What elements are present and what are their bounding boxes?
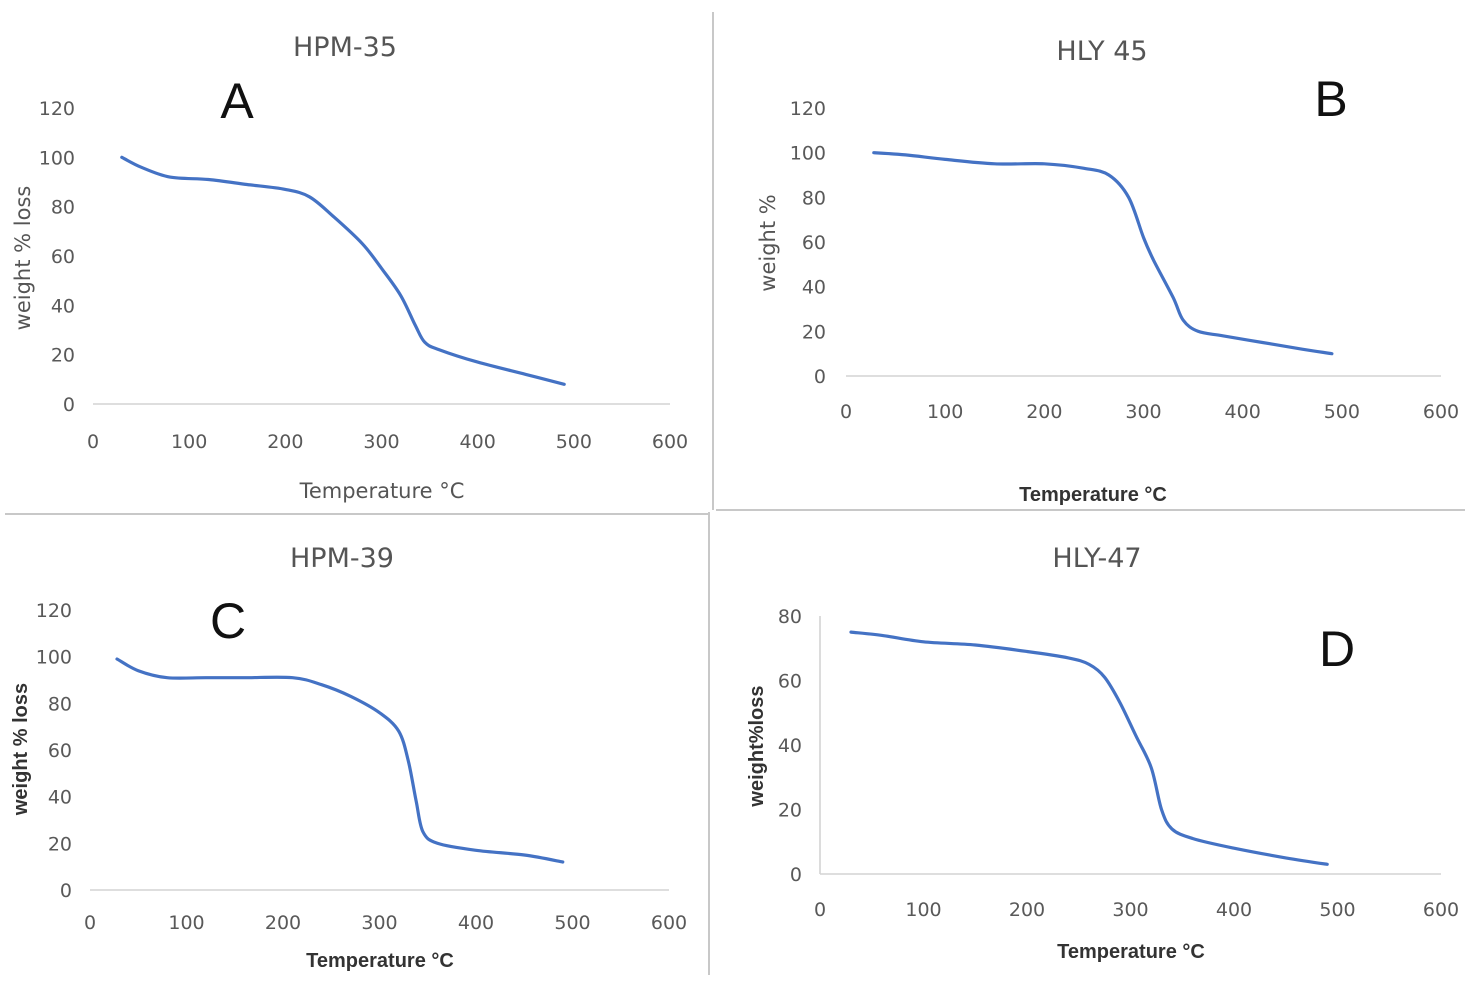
x-tick-label: 200 xyxy=(1009,899,1045,921)
y-tick-label: 0 xyxy=(60,880,72,902)
y-tick-label: 100 xyxy=(39,147,75,169)
series-line xyxy=(120,155,566,386)
x-tick-label: 300 xyxy=(363,431,399,453)
series-line xyxy=(849,630,1329,866)
chart-panel-a: HPM-35 A weight % loss Temperature °C 0 … xyxy=(11,32,688,503)
series-line xyxy=(872,151,1334,356)
y-tick-labels: 0 20 40 60 80 100 120 xyxy=(39,98,75,416)
x-tick-label: 400 xyxy=(460,431,496,453)
chart-panel-c: HPM-39 C weight % loss Temperature °C 0 … xyxy=(10,543,687,972)
y-tick-label: 120 xyxy=(790,98,826,120)
x-tick-label: 300 xyxy=(1112,899,1148,921)
x-axis-label: Temperature °C xyxy=(1057,941,1205,963)
y-tick-label: 0 xyxy=(814,366,826,388)
y-tick-label: 0 xyxy=(790,864,802,886)
x-tick-labels: 0 100 200 300 400 500 600 xyxy=(814,899,1459,921)
x-axis-label: Temperature °C xyxy=(306,950,454,972)
y-tick-labels: 0 20 40 60 80 xyxy=(778,606,802,886)
y-tick-label: 100 xyxy=(790,143,826,165)
y-tick-label: 80 xyxy=(48,693,72,715)
x-tick-label: 300 xyxy=(361,912,397,934)
y-tick-label: 100 xyxy=(36,647,72,669)
y-tick-label: 20 xyxy=(802,321,826,343)
x-tick-label: 200 xyxy=(265,912,301,934)
y-tick-label: 120 xyxy=(39,98,75,120)
x-tick-label: 0 xyxy=(840,401,852,423)
x-tick-label: 600 xyxy=(651,912,687,934)
x-tick-labels: 0 100 200 300 400 500 600 xyxy=(84,912,687,934)
y-tick-label: 80 xyxy=(802,187,826,209)
x-tick-label: 600 xyxy=(652,431,688,453)
x-tick-label: 500 xyxy=(556,431,592,453)
x-tick-label: 100 xyxy=(927,401,963,423)
x-tick-label: 400 xyxy=(458,912,494,934)
y-axis-label: weight % xyxy=(756,194,780,291)
y-tick-label: 20 xyxy=(778,800,802,822)
chart-title: HPM-35 xyxy=(293,32,397,63)
x-tick-label: 600 xyxy=(1423,401,1459,423)
chart-title: HLY 45 xyxy=(1056,36,1147,67)
x-tick-label: 100 xyxy=(905,899,941,921)
y-tick-label: 60 xyxy=(778,671,802,693)
x-tick-labels: 0 100 200 300 400 500 600 xyxy=(840,401,1459,423)
y-tick-label: 0 xyxy=(63,394,75,416)
x-tick-label: 500 xyxy=(554,912,590,934)
x-axis-label: Temperature °C xyxy=(1019,484,1167,506)
x-tick-label: 100 xyxy=(171,431,207,453)
x-tick-label: 200 xyxy=(267,431,303,453)
x-tick-labels: 0 100 200 300 400 500 600 xyxy=(87,431,688,453)
chart-panel-d: HLY-47 D weight%loss Temperature °C 0 20… xyxy=(746,543,1459,963)
y-tick-label: 40 xyxy=(51,295,75,317)
chart-panel-b: HLY 45 B weight % Temperature °C 0 20 40… xyxy=(756,36,1459,506)
x-tick-label: 0 xyxy=(84,912,96,934)
y-tick-label: 40 xyxy=(802,277,826,299)
y-tick-label: 60 xyxy=(48,740,72,762)
x-tick-label: 200 xyxy=(1026,401,1062,423)
series-line xyxy=(115,657,565,864)
panel-letter: B xyxy=(1314,71,1347,127)
panel-letter: D xyxy=(1319,621,1355,677)
y-tick-label: 80 xyxy=(51,197,75,219)
x-tick-label: 600 xyxy=(1423,899,1459,921)
y-axis-label: weight % loss xyxy=(10,683,32,816)
panel-letter: C xyxy=(210,593,246,649)
y-tick-label: 20 xyxy=(51,345,75,367)
y-tick-label: 40 xyxy=(48,787,72,809)
chart-title: HPM-39 xyxy=(290,543,394,574)
x-tick-label: 500 xyxy=(1324,401,1360,423)
y-tick-labels: 0 20 40 60 80 100 120 xyxy=(36,600,72,902)
y-tick-label: 80 xyxy=(778,606,802,628)
y-axis-label: weight%loss xyxy=(746,685,768,807)
y-tick-label: 40 xyxy=(778,735,802,757)
x-tick-label: 100 xyxy=(168,912,204,934)
y-tick-label: 60 xyxy=(51,246,75,268)
x-axis-label: Temperature °C xyxy=(299,479,465,503)
x-tick-label: 300 xyxy=(1125,401,1161,423)
y-tick-label: 120 xyxy=(36,600,72,622)
y-axis-label: weight % loss xyxy=(11,186,35,331)
x-tick-label: 500 xyxy=(1319,899,1355,921)
y-tick-labels: 0 20 40 60 80 100 120 xyxy=(790,98,826,388)
panel-letter: A xyxy=(220,73,254,129)
x-tick-label: 400 xyxy=(1225,401,1261,423)
x-tick-label: 0 xyxy=(87,431,99,453)
chart-title: HLY-47 xyxy=(1052,543,1141,574)
x-tick-label: 400 xyxy=(1216,899,1252,921)
x-tick-label: 0 xyxy=(814,899,826,921)
y-tick-label: 20 xyxy=(48,833,72,855)
y-tick-label: 60 xyxy=(802,232,826,254)
